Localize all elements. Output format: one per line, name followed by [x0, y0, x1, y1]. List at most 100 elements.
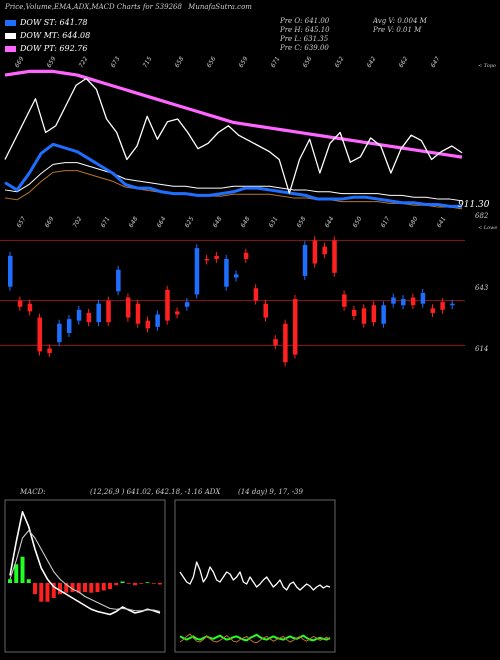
legend-swatch-mt: [5, 32, 16, 39]
candle-body: [371, 305, 377, 323]
volume-bottom-label: 631: [268, 216, 280, 229]
volume-top-label: 715: [142, 55, 154, 69]
macd-histogram-bar: [70, 583, 75, 592]
candle-body: [106, 300, 111, 323]
volume-bottom-label: 671: [100, 216, 112, 229]
candle-body: [312, 240, 318, 264]
volume-bottom-label: 680: [408, 215, 420, 229]
candle-body: [243, 252, 249, 259]
macd-histogram-bar: [20, 556, 25, 583]
candle-body: [155, 314, 160, 327]
volume-bottom-label: 702: [72, 215, 84, 229]
candle-body: [302, 245, 308, 276]
volume-side-label-top: < Topo: [478, 63, 496, 69]
candle-body: [66, 319, 72, 333]
ema-band-line: [4, 170, 463, 210]
legend-label-mt: DOW MT: 644.08: [20, 31, 91, 40]
candle-body: [37, 317, 42, 352]
chart-title-text: Price,Volume,EMA,ADX,MACD Charts for 539…: [5, 3, 182, 11]
macd-histogram-bar: [89, 583, 94, 593]
candle-body: [273, 339, 278, 346]
adx-plus-di-line: [179, 633, 331, 642]
candle-body: [57, 323, 62, 343]
candle-body: [184, 302, 190, 307]
macd-histogram-bar: [126, 583, 131, 584]
candle-body: [214, 255, 219, 259]
candle-body: [76, 309, 82, 321]
candle-body: [401, 299, 406, 306]
macd-histogram-bar: [83, 583, 87, 592]
site-name: MunafaSutra.com: [188, 3, 252, 11]
price-level-label-mid: 643: [475, 284, 489, 292]
price-level-label-low: 614: [475, 345, 489, 353]
macd-label: MACD:: [20, 488, 46, 496]
volume-bottom-label: 648: [128, 215, 140, 229]
ohlc-high: Pre H: 645.10: [280, 26, 330, 34]
candle-body: [381, 305, 386, 324]
candle-body: [135, 303, 141, 324]
macd-histogram-bar: [108, 583, 112, 589]
candle-body: [391, 297, 396, 304]
macd-signal-line: [9, 529, 161, 613]
macd-histogram-bar: [26, 579, 31, 583]
macd-histogram-bar: [33, 583, 37, 595]
candle-body: [175, 311, 180, 315]
volume-top-label: 642: [366, 55, 378, 69]
candle-body: [234, 274, 239, 278]
volume-bottom-label: 664: [156, 215, 168, 229]
legend-dow-pt: DOW PT: 692.76: [5, 44, 87, 53]
macd-histogram-bar: [158, 583, 162, 585]
macd-histogram-bar: [133, 583, 137, 586]
volume-bottom-label: 658: [296, 215, 308, 229]
volume-top-label: 673: [110, 55, 122, 69]
candle-body: [450, 303, 455, 306]
legend-label-st: DOW ST: 641.78: [20, 18, 88, 27]
macd-panel-border: [4, 499, 166, 653]
volume-top-label: 659: [46, 55, 58, 69]
candle-body: [204, 258, 210, 261]
legend-swatch-pt: [5, 45, 16, 52]
macd-line: [9, 510, 161, 616]
candle-body: [292, 299, 298, 355]
volume-bottom-label: 650: [352, 215, 364, 229]
price-level-label-high: 682: [475, 212, 489, 220]
avg-volume: Avg V: 0.004 M: [373, 17, 427, 25]
candle-body: [17, 300, 23, 307]
adx-line: [179, 561, 331, 591]
legend-swatch-st: [5, 19, 16, 26]
macd-histogram-bar: [51, 583, 56, 598]
candle-body: [430, 308, 436, 313]
volume-line: [4, 77, 463, 194]
macd-histogram-bar: [101, 583, 106, 591]
volume-top-label: 656: [206, 55, 218, 69]
chart-title: Price,Volume,EMA,ADX,MACD Charts for 539…: [5, 3, 252, 11]
ohlc-low: Pre L: 631.35: [280, 35, 329, 43]
volume-top-label: 659: [238, 55, 250, 69]
legend-label-pt: DOW PT: 692.76: [20, 44, 88, 53]
candle-body: [224, 258, 229, 287]
volume-bottom-label: 657: [16, 215, 28, 229]
volume-bottom-label: 648: [212, 215, 224, 229]
macd-histogram-bar: [139, 583, 144, 584]
ohlc-open: Pre O: 641.00: [280, 17, 330, 25]
candle-body: [96, 303, 101, 323]
macd-histogram-bar: [14, 564, 19, 583]
macd-histogram-bar: [151, 583, 156, 584]
candle-body: [116, 269, 121, 292]
volume-top-label: 656: [302, 55, 314, 69]
macd-histogram-bar: [76, 583, 81, 593]
macd-params: (12,26,9 ) 641.02, 642.18, -1.16 ADX: [90, 488, 221, 496]
adx-panel-border: [174, 499, 336, 653]
macd-histogram-bar: [114, 583, 119, 586]
volume-value-label: 911.30: [458, 200, 490, 210]
macd-histogram-bar: [8, 579, 12, 583]
ema-st-line: [4, 142, 462, 208]
macd-histogram-bar: [45, 583, 50, 602]
volume-top-label: 722: [78, 55, 90, 69]
adx-params: (14 day) 9, 17, -39: [238, 488, 303, 496]
candle-body: [27, 303, 33, 312]
macd-histogram-bar: [39, 583, 44, 602]
volume-bottom-label: 648: [240, 215, 252, 229]
macd-histogram-bar: [64, 583, 69, 593]
volume-top-label: 647: [430, 55, 442, 69]
